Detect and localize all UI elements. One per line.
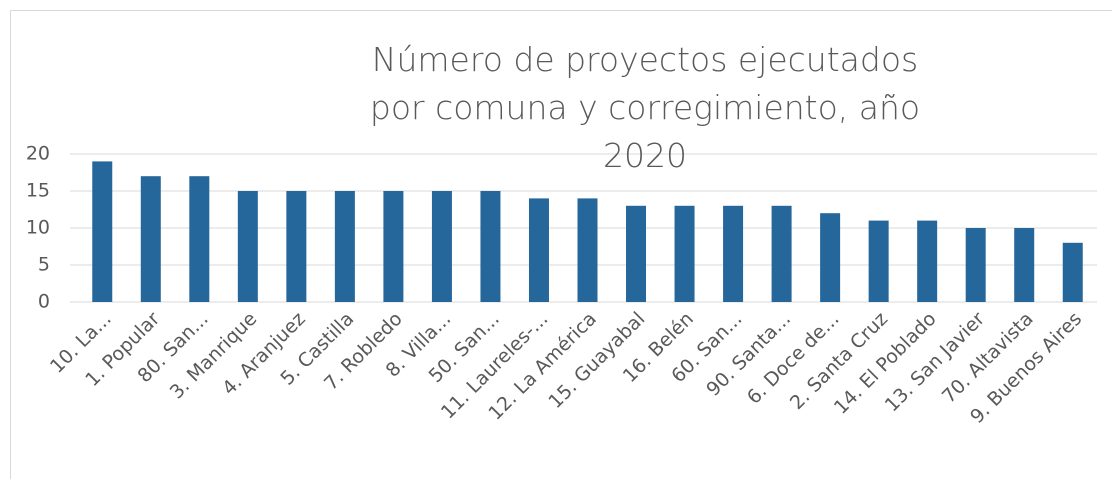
bar	[674, 205, 695, 302]
bar	[917, 220, 938, 302]
bar	[1014, 228, 1035, 302]
bar	[286, 191, 307, 302]
bar	[189, 176, 210, 302]
bar	[868, 220, 889, 302]
y-tick-label: 15	[26, 180, 50, 202]
y-tick-label: 20	[26, 143, 50, 165]
bar	[965, 228, 986, 302]
bar	[723, 205, 744, 302]
bar	[820, 213, 841, 302]
bar	[92, 161, 113, 302]
bar	[528, 198, 549, 302]
bar	[480, 191, 501, 302]
bar	[383, 191, 404, 302]
bar	[771, 205, 792, 302]
chart-title: Número de proyectos ejecutados por comun…	[369, 40, 921, 175]
y-tick-label: 5	[38, 254, 50, 276]
y-tick-label: 10	[26, 217, 50, 239]
bar	[431, 191, 452, 302]
chart-border	[10, 10, 1112, 479]
bar	[334, 191, 355, 302]
bar	[237, 191, 258, 302]
bar	[577, 198, 598, 302]
y-tick-label: 0	[38, 291, 50, 313]
bar	[140, 176, 161, 302]
bar	[1062, 242, 1083, 302]
bar	[626, 205, 647, 302]
